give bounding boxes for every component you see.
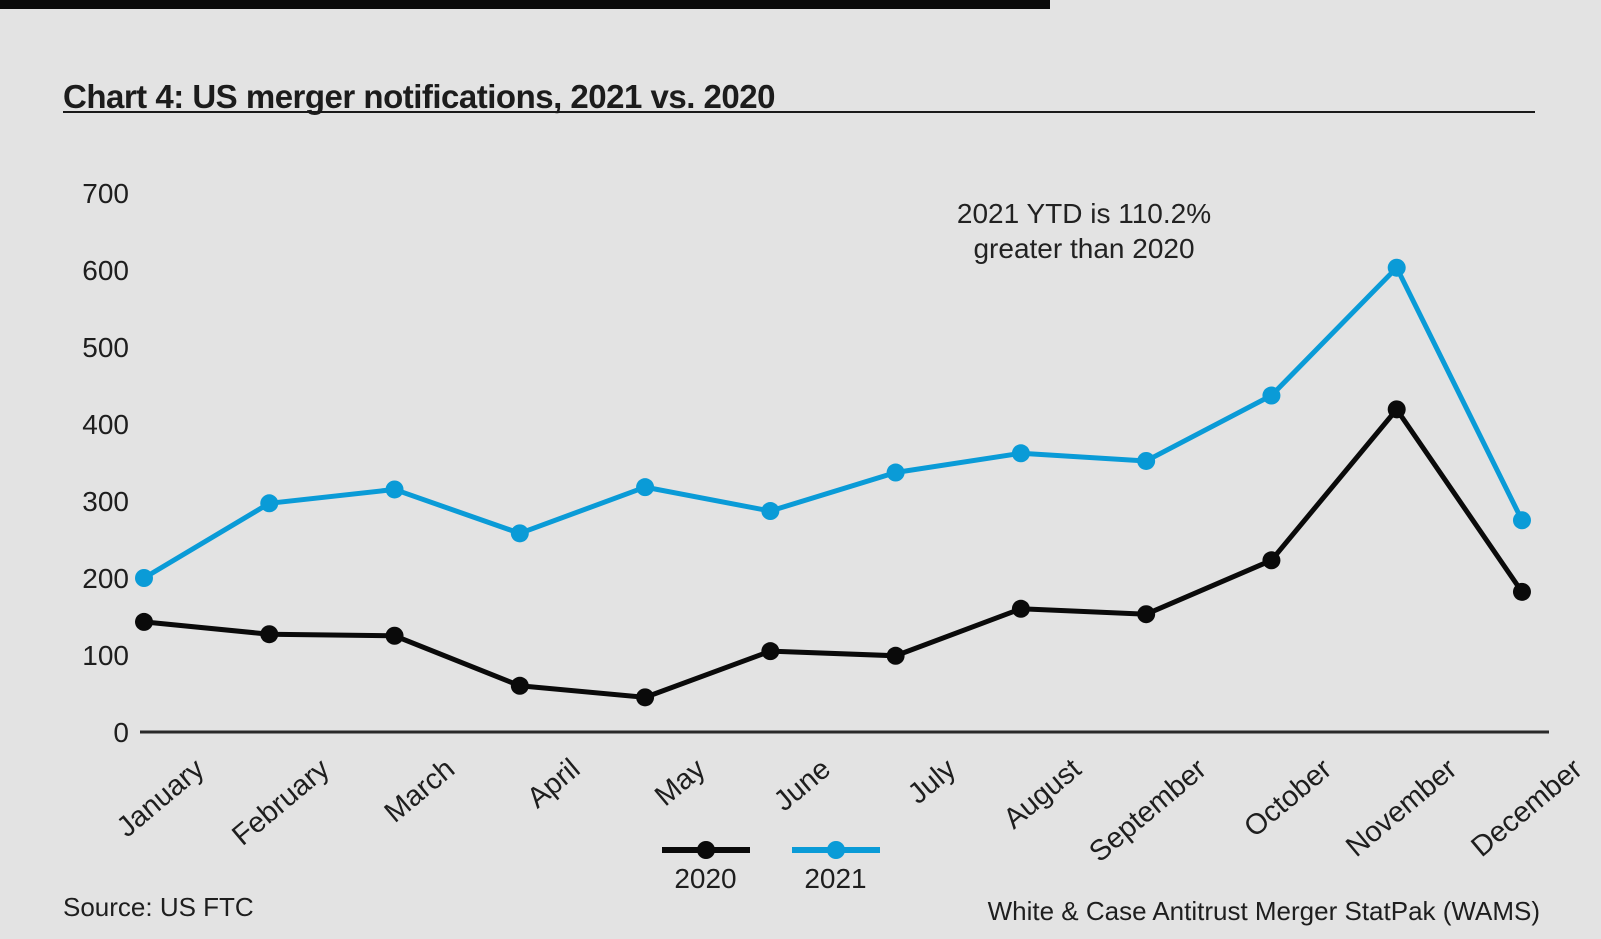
data-point-2021 <box>1011 444 1030 463</box>
data-point-2020 <box>886 646 905 665</box>
y-tick-label: 600 <box>82 255 129 286</box>
series-line-2021 <box>141 265 1525 581</box>
attribution-text: White & Case Antitrust Merger StatPak (W… <box>987 896 1540 926</box>
data-point-2020 <box>1137 605 1156 624</box>
x-tick-label: November <box>1340 753 1463 864</box>
x-tick-label: August <box>998 753 1088 836</box>
x-tick-label: September <box>1083 753 1213 869</box>
x-tick-label: July <box>902 753 962 811</box>
y-tick-label: 400 <box>82 409 129 440</box>
data-point-2020 <box>1011 599 1030 618</box>
data-point-2020 <box>636 688 655 707</box>
data-point-2020 <box>1512 582 1531 601</box>
chart-title: Chart 4: US merger notifications, 2021 v… <box>63 78 775 116</box>
y-tick-label: 100 <box>82 640 129 671</box>
data-point-2020 <box>761 642 780 661</box>
title-rule <box>63 111 1535 113</box>
data-point-2021 <box>510 524 529 543</box>
data-point-2020 <box>1262 551 1281 570</box>
x-tick-label: May <box>649 753 712 813</box>
y-tick-label: 500 <box>82 332 129 363</box>
data-point-2020 <box>135 612 153 631</box>
x-tick-label: June <box>768 753 837 818</box>
y-tick-label: 300 <box>82 486 129 517</box>
data-point-2021 <box>385 480 404 499</box>
data-point-2021 <box>636 478 655 497</box>
y-tick-label: 700 <box>82 178 129 209</box>
data-point-2020 <box>510 676 529 695</box>
x-tick-label: December <box>1465 753 1588 864</box>
y-tick-label: 200 <box>82 563 129 594</box>
source-text: Source: US FTC <box>63 892 254 922</box>
data-point-2021 <box>886 463 905 482</box>
data-point-2021 <box>1512 511 1531 530</box>
chart-annotation: 2021 YTD is 110.2% greater than 2020 <box>859 196 1309 266</box>
annotation-line-1: 2021 YTD is 110.2% <box>956 198 1212 229</box>
data-point-2021 <box>761 502 780 521</box>
data-point-2020 <box>385 626 404 645</box>
x-tick-label: April <box>521 753 586 815</box>
data-point-2021 <box>1137 451 1156 470</box>
y-tick-label: 0 <box>113 717 129 748</box>
x-tick-label: January <box>111 753 211 844</box>
data-point-2020 <box>1387 400 1406 419</box>
x-tick-label: October <box>1238 753 1338 844</box>
x-tick-label: March <box>379 753 461 829</box>
data-point-2021 <box>1387 258 1406 277</box>
data-point-2020 <box>260 625 279 644</box>
annotation-line-2: greater than 2020 <box>973 233 1195 264</box>
data-point-2021 <box>1262 386 1281 405</box>
series-line-2020 <box>141 406 1525 700</box>
data-point-2021 <box>135 569 153 587</box>
data-point-2021 <box>260 494 279 513</box>
x-tick-label: February <box>226 753 336 852</box>
top-accent-bar <box>0 0 1050 9</box>
